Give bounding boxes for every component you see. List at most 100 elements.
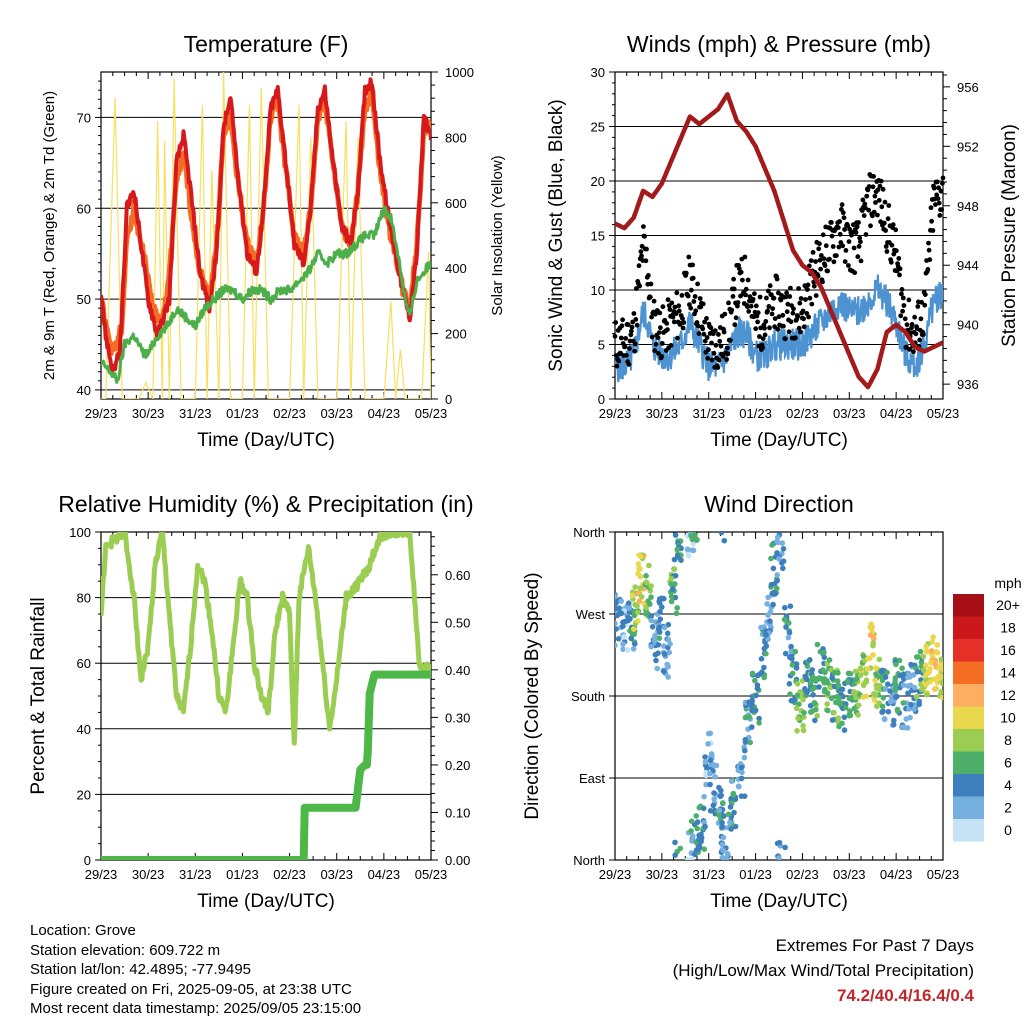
direction-point: [780, 565, 786, 572]
y-tick-label: North: [573, 853, 605, 868]
direction-point: [674, 605, 680, 611]
x-axis-label: Time (Day/UTC): [710, 430, 848, 451]
gust-point: [764, 295, 769, 301]
direction-point: [855, 702, 862, 708]
gust-point: [787, 294, 793, 299]
gust-point: [782, 336, 788, 342]
gust-point: [791, 306, 796, 312]
direction-point: [814, 641, 821, 648]
gust-point: [825, 268, 830, 274]
direction-point: [773, 585, 780, 592]
direction-point: [758, 656, 765, 662]
y-tick-label: 25: [591, 120, 605, 135]
gust-point: [636, 263, 642, 269]
panel-temperature: 29/23 30/23 31/23 01/23 02/23 03/23 04/23 05/23…: [41, 31, 506, 451]
direction-point: [717, 793, 724, 800]
colorbar-swatch: [953, 594, 984, 617]
direction-point: [615, 597, 620, 604]
direction-point: [630, 646, 637, 652]
direction-point: [933, 685, 940, 692]
gust-point: [625, 322, 631, 328]
direction-point: [634, 603, 640, 609]
y2-tick-label: 0: [445, 392, 452, 407]
gust-point: [745, 277, 751, 283]
direction-point: [664, 630, 671, 637]
direction-point: [928, 648, 935, 654]
direction-point: [615, 642, 618, 649]
y2-tick-label: 0.60: [445, 568, 470, 583]
gust-point: [936, 185, 941, 191]
direction-point: [824, 690, 831, 696]
direction-point: [774, 577, 780, 584]
direction-point: [780, 546, 787, 552]
gust-point: [858, 239, 863, 245]
direction-point: [626, 600, 632, 606]
direction-point: [635, 570, 641, 577]
x-tick-label: 04/23: [880, 867, 913, 882]
gust-point: [774, 276, 780, 282]
gust-point: [870, 184, 876, 190]
direction-point: [720, 847, 726, 854]
direction-point: [720, 834, 727, 841]
direction-point: [661, 668, 667, 675]
gust-point: [915, 304, 921, 309]
gust-point: [634, 322, 640, 328]
x-tick-label: 04/23: [368, 867, 401, 882]
gust-point: [879, 204, 885, 210]
gust-point: [738, 269, 744, 275]
gust-point: [796, 325, 802, 331]
gust-point: [644, 246, 649, 252]
direction-point: [831, 670, 838, 676]
direction-point: [835, 715, 842, 721]
direction-point: [684, 546, 691, 552]
colorbar-swatch: [953, 684, 984, 707]
x-tick-label: 29/23: [599, 406, 632, 421]
direction-point: [665, 663, 671, 670]
y2-tick-label: 0.00: [445, 853, 470, 868]
gust-point: [659, 341, 665, 346]
direction-point: [615, 636, 622, 642]
gust-point: [670, 314, 676, 320]
gust-point: [709, 340, 714, 346]
gust-point: [836, 244, 842, 250]
direction-point: [867, 632, 874, 638]
direction-point: [793, 705, 800, 712]
gust-point: [695, 323, 701, 329]
gust-point: [901, 303, 907, 308]
gust-point: [883, 228, 888, 233]
gust-point: [706, 347, 711, 353]
gust-point: [801, 316, 806, 322]
y-tick-label: North: [573, 525, 605, 540]
direction-point: [878, 668, 884, 675]
gust-point: [618, 335, 624, 341]
direction-point: [701, 846, 708, 852]
direction-point: [756, 715, 762, 722]
colorbar-swatch: [953, 819, 984, 842]
gust-point: [928, 205, 934, 211]
direction-point: [857, 665, 864, 672]
gust-point: [813, 259, 818, 264]
direction-point: [907, 714, 913, 721]
gust-point: [748, 303, 754, 309]
direction-point: [893, 694, 899, 700]
direction-point: [668, 598, 675, 605]
gust-point: [937, 213, 943, 218]
gust-point: [842, 227, 847, 232]
direction-point: [702, 759, 709, 765]
direction-point: [879, 703, 886, 710]
x-tick-label: 02/23: [786, 406, 819, 421]
direction-point: [871, 636, 877, 642]
colorbar-label: 0: [1004, 822, 1012, 838]
gust-point: [788, 319, 794, 325]
gust-point: [820, 279, 825, 285]
gust-point: [627, 346, 632, 351]
direction-point: [899, 665, 905, 671]
gust-point: [696, 331, 702, 336]
x-tick-label: 01/23: [739, 867, 772, 882]
panel-winds: 29/23 30/23 31/23 01/23 02/23 03/23 04/23 05/23…: [546, 31, 1020, 451]
direction-point: [776, 839, 783, 846]
colorbar-swatch: [953, 706, 984, 729]
direction-point: [789, 670, 796, 677]
x-tick-label: 29/23: [85, 867, 118, 882]
gust-point: [936, 200, 942, 206]
